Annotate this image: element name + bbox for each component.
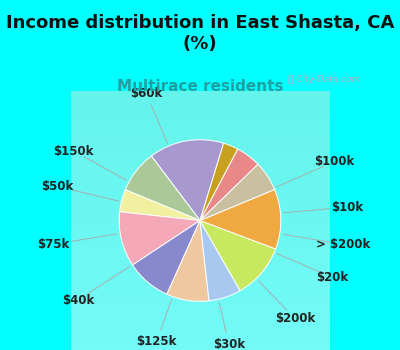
Wedge shape xyxy=(119,212,200,265)
Text: $30k: $30k xyxy=(213,338,245,350)
Wedge shape xyxy=(200,164,275,220)
Wedge shape xyxy=(125,156,200,220)
Text: Income distribution in East Shasta, CA
(%): Income distribution in East Shasta, CA (… xyxy=(6,14,394,53)
Wedge shape xyxy=(200,220,276,290)
Text: Multirace residents: Multirace residents xyxy=(117,79,283,94)
Text: $150k: $150k xyxy=(54,145,94,158)
Text: Ⓢ City-Data.com: Ⓢ City-Data.com xyxy=(288,76,360,84)
Wedge shape xyxy=(200,189,281,249)
Wedge shape xyxy=(200,143,238,220)
Text: $75k: $75k xyxy=(37,238,69,251)
Text: $20k: $20k xyxy=(316,271,349,284)
Text: $60k: $60k xyxy=(130,86,162,99)
Text: $10k: $10k xyxy=(331,201,363,214)
Wedge shape xyxy=(151,140,224,220)
Wedge shape xyxy=(167,220,209,301)
Text: > $200k: > $200k xyxy=(316,238,370,251)
Text: $125k: $125k xyxy=(136,335,177,348)
Text: $50k: $50k xyxy=(41,180,73,193)
Text: $100k: $100k xyxy=(314,155,355,168)
Text: $200k: $200k xyxy=(275,313,316,326)
Wedge shape xyxy=(200,220,240,301)
Wedge shape xyxy=(200,149,258,220)
Wedge shape xyxy=(120,190,200,220)
Text: $40k: $40k xyxy=(62,294,94,307)
Wedge shape xyxy=(132,220,200,294)
